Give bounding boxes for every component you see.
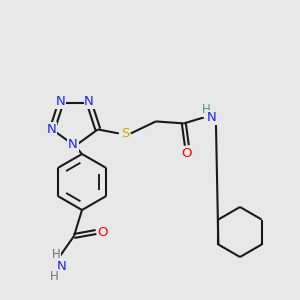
Text: O: O xyxy=(182,147,192,160)
Text: N: N xyxy=(57,260,67,272)
Text: N: N xyxy=(46,123,56,136)
Text: N: N xyxy=(56,95,66,108)
Text: S: S xyxy=(121,127,129,140)
Text: N: N xyxy=(84,95,94,108)
Text: H: H xyxy=(52,248,60,260)
Text: N: N xyxy=(207,111,217,124)
Text: H: H xyxy=(50,269,58,283)
Text: N: N xyxy=(68,139,78,152)
Text: H: H xyxy=(202,103,210,116)
Text: O: O xyxy=(98,226,108,238)
